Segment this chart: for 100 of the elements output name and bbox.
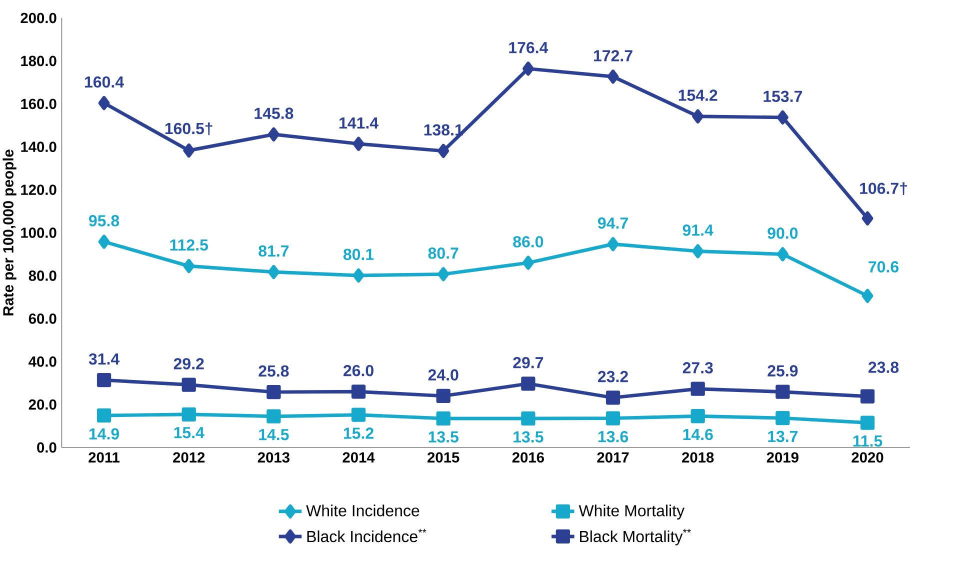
data-label: 106.7† bbox=[860, 182, 907, 195]
x-tick-label: 2012 bbox=[173, 452, 205, 462]
point bbox=[438, 144, 450, 158]
data-label: 95.8 bbox=[89, 214, 120, 226]
point bbox=[862, 211, 874, 226]
data-label: 15.4 bbox=[174, 427, 204, 438]
data-label: 81.7 bbox=[258, 245, 289, 257]
x-tick-label: 2014 bbox=[342, 452, 375, 462]
data-label: 80.1 bbox=[343, 248, 374, 260]
data-label: 172.7 bbox=[594, 50, 632, 62]
point bbox=[862, 288, 874, 303]
annotation: 160.5† bbox=[165, 122, 212, 136]
y-tick-label: 40.0 bbox=[28, 356, 56, 367]
data-label: 141.4 bbox=[340, 117, 378, 128]
point bbox=[182, 378, 196, 392]
point bbox=[183, 258, 195, 273]
data-label: 94.7 bbox=[598, 217, 628, 229]
data-label: 29.2 bbox=[174, 358, 204, 370]
point bbox=[522, 62, 534, 76]
data-label: 24.0 bbox=[428, 369, 458, 380]
y-tick-label: 120.0 bbox=[21, 184, 56, 195]
data-label: 153.7 bbox=[764, 90, 802, 102]
y-tick-label: 200.0 bbox=[20, 12, 56, 24]
point bbox=[690, 382, 705, 396]
data-label: 23.2 bbox=[598, 370, 628, 382]
point bbox=[268, 264, 280, 280]
y-tick-label: 60.0 bbox=[28, 313, 56, 324]
point bbox=[436, 411, 450, 426]
data-label: 26.0 bbox=[344, 364, 374, 376]
data-label: 160.4 bbox=[85, 76, 124, 88]
data-label: 13.5 bbox=[428, 431, 458, 442]
point bbox=[607, 69, 619, 84]
data-label: 23.8 bbox=[868, 362, 899, 373]
data-label: 91.4 bbox=[682, 224, 714, 236]
y-axis-title: Rate per 100,000 people bbox=[2, 150, 16, 316]
point bbox=[352, 136, 364, 151]
data-label: 27.3 bbox=[682, 362, 713, 374]
point bbox=[606, 411, 620, 426]
x-tick-label: 2017 bbox=[597, 452, 629, 462]
point bbox=[607, 236, 619, 252]
point bbox=[606, 390, 620, 405]
y-tick-label: 0.0 bbox=[37, 442, 56, 453]
data-label: 14.6 bbox=[683, 428, 713, 440]
data-label: 145.8 bbox=[254, 108, 294, 119]
point bbox=[521, 376, 536, 391]
x-tick-label: 2015 bbox=[428, 452, 460, 462]
legend-label: Black Incidence$^{**}$ bbox=[307, 528, 426, 542]
y-tick-label: 180.0 bbox=[21, 56, 56, 66]
x-tick-label: 2016 bbox=[512, 452, 544, 462]
point bbox=[521, 411, 536, 426]
point bbox=[776, 247, 788, 262]
point bbox=[98, 96, 110, 110]
data-label: 13.7 bbox=[768, 430, 798, 442]
point bbox=[860, 389, 875, 404]
data-label: 25.9 bbox=[768, 365, 798, 376]
point bbox=[522, 256, 534, 270]
x-tick-label: 2013 bbox=[258, 452, 290, 463]
legend-label: White Incidence bbox=[306, 504, 420, 516]
data-label: 31.4 bbox=[88, 353, 120, 365]
y-tick-label: 160.0 bbox=[21, 98, 56, 109]
data-label: 11.5 bbox=[853, 435, 882, 447]
point bbox=[776, 110, 788, 124]
data-label: 29.7 bbox=[513, 356, 544, 368]
point bbox=[860, 416, 875, 430]
point bbox=[266, 409, 281, 424]
point bbox=[96, 408, 112, 422]
point bbox=[352, 268, 364, 282]
point bbox=[776, 384, 790, 399]
y-tick-label: 20.0 bbox=[28, 399, 56, 410]
point bbox=[266, 384, 281, 400]
data-label: 13.6 bbox=[598, 430, 628, 442]
x-tick-label: 2020 bbox=[852, 452, 884, 462]
point bbox=[776, 410, 790, 426]
data-label: 138.1 bbox=[424, 124, 463, 136]
point bbox=[98, 234, 110, 249]
data-label: 86.0 bbox=[513, 236, 544, 248]
point bbox=[351, 408, 366, 422]
data-label: 14.9 bbox=[89, 428, 120, 440]
point bbox=[692, 244, 704, 258]
data-label: 70.6 bbox=[868, 261, 899, 272]
x-tick-label: 2019 bbox=[766, 452, 798, 462]
data-label: 154.2 bbox=[678, 90, 718, 101]
point bbox=[268, 127, 280, 142]
annotation: 112.5 bbox=[170, 239, 208, 251]
point bbox=[96, 372, 112, 388]
point bbox=[182, 407, 196, 422]
y-tick-label: 100.0 bbox=[21, 227, 56, 238]
x-tick-label: 2011 bbox=[88, 452, 120, 462]
data-label: 176.4 bbox=[509, 42, 548, 54]
point bbox=[351, 384, 366, 399]
point bbox=[690, 408, 705, 424]
point bbox=[436, 388, 450, 403]
x-tick-label: 2018 bbox=[682, 452, 714, 462]
data-label: 13.5 bbox=[514, 431, 544, 442]
y-tick-label: 80.0 bbox=[28, 270, 56, 281]
y-tick-label: 140.0 bbox=[21, 142, 56, 152]
data-label: 80.7 bbox=[428, 247, 458, 259]
data-label: 25.8 bbox=[258, 365, 289, 377]
data-label: 15.2 bbox=[344, 427, 374, 439]
data-label: 14.5 bbox=[259, 428, 289, 440]
